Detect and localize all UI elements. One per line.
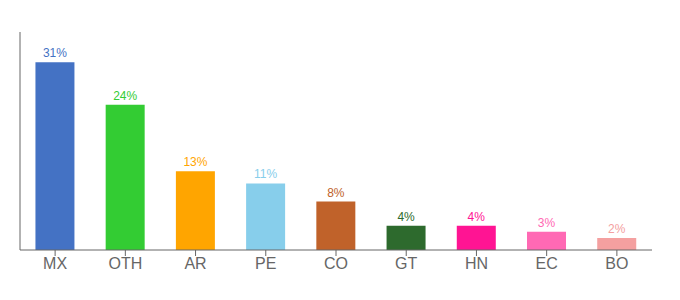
svg-text:4%: 4% xyxy=(468,210,486,224)
svg-text:EC: EC xyxy=(536,255,558,272)
svg-text:8%: 8% xyxy=(327,186,345,200)
svg-text:HN: HN xyxy=(465,255,488,272)
svg-text:13%: 13% xyxy=(183,155,207,169)
svg-text:OTH: OTH xyxy=(108,255,142,272)
svg-text:31%: 31% xyxy=(43,46,67,60)
svg-text:4%: 4% xyxy=(397,210,415,224)
svg-text:24%: 24% xyxy=(113,89,137,103)
svg-text:11%: 11% xyxy=(254,167,277,181)
svg-text:CO: CO xyxy=(324,255,348,272)
svg-text:3%: 3% xyxy=(538,216,556,230)
svg-text:MX: MX xyxy=(43,255,67,272)
svg-text:AR: AR xyxy=(184,255,206,272)
svg-text:PE: PE xyxy=(255,255,276,272)
svg-text:BO: BO xyxy=(605,255,628,272)
svg-text:2%: 2% xyxy=(608,222,626,236)
svg-text:GT: GT xyxy=(395,255,417,272)
